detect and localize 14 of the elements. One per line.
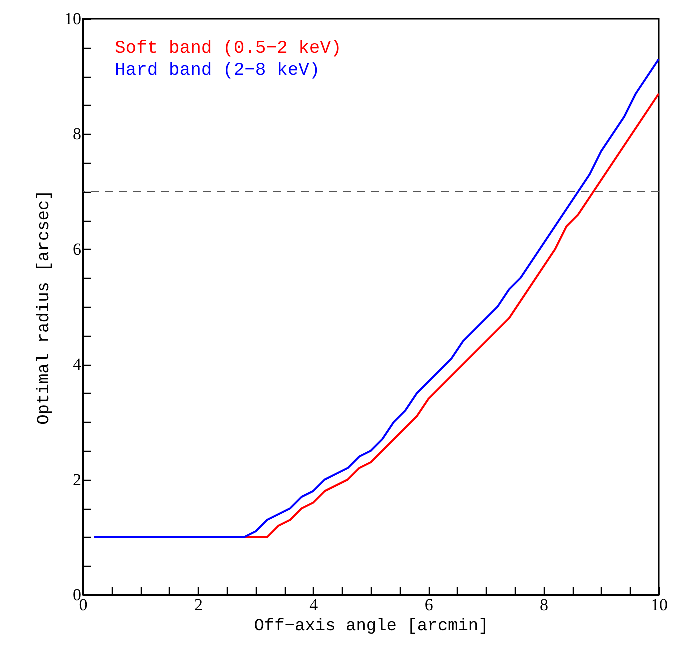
y-tick-label: 6 [73, 240, 82, 259]
y-tick-label: 2 [73, 470, 82, 490]
x-axis-title: Off−axis angle [arcmin] [254, 618, 489, 636]
y-axis-title: Optimal radius [arcsec] [36, 190, 54, 425]
x-tick-label: 2 [194, 596, 203, 614]
x-tick-label: 4 [310, 596, 319, 614]
x-tick-label: 10 [651, 596, 668, 614]
y-tick-label: 8 [73, 124, 82, 144]
x-tick-label: 8 [540, 596, 549, 614]
x-tick-label: 6 [424, 596, 434, 614]
y-tick-label: 10 [64, 10, 82, 28]
y-tick-label: 4 [73, 355, 82, 374]
text: Hard band (2−8 keV) [115, 61, 320, 81]
text: Soft band (0.5−2 keV) [115, 39, 342, 59]
